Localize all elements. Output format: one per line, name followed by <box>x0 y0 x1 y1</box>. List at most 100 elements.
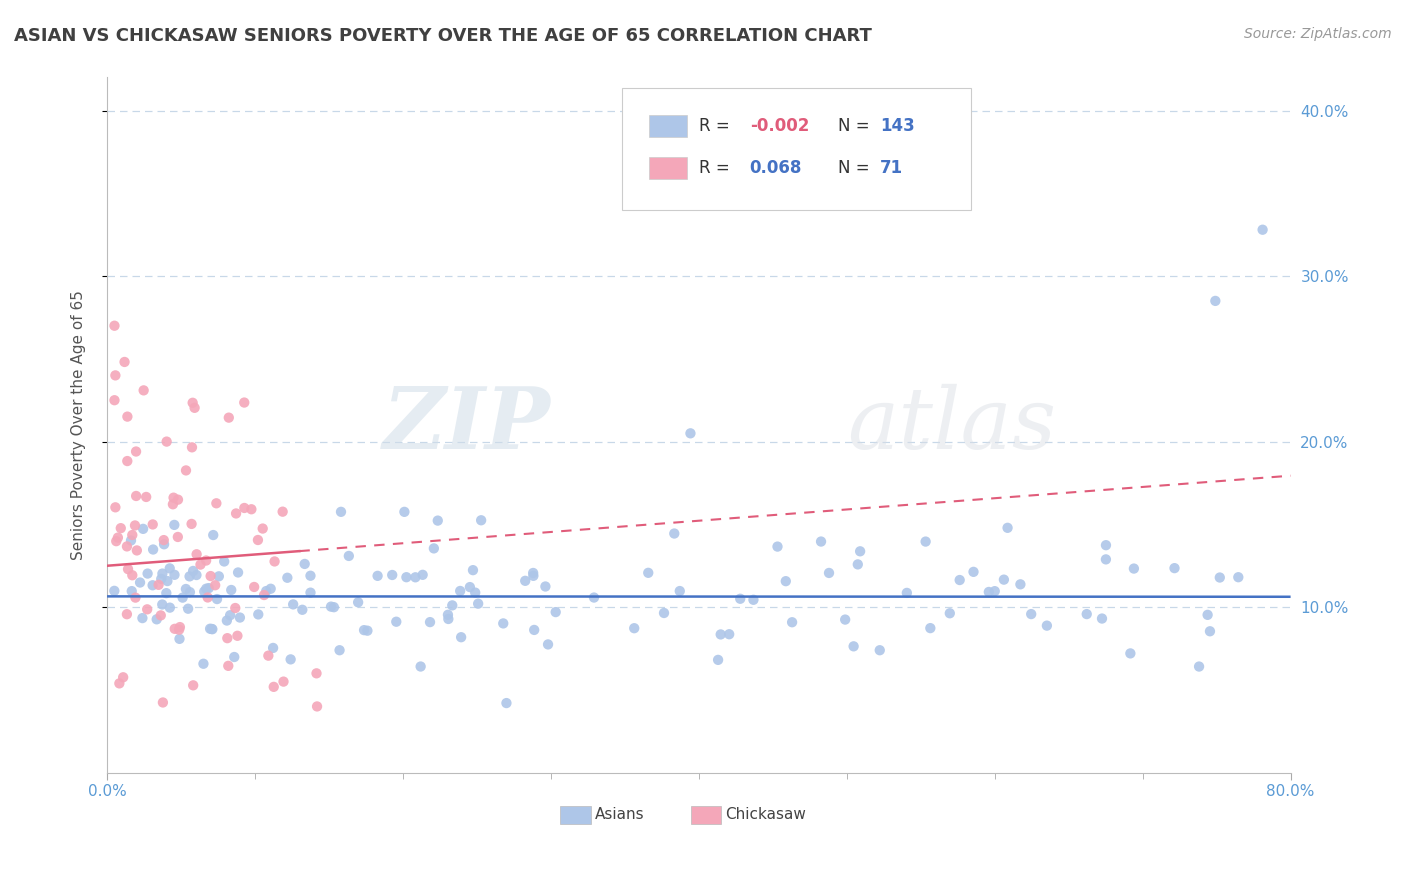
Point <box>179 585 201 599</box>
Point <box>229 610 252 624</box>
Point <box>1091 611 1114 625</box>
Point <box>117 409 139 424</box>
Point <box>914 534 936 549</box>
Point <box>260 582 283 596</box>
Point <box>495 696 517 710</box>
Point <box>163 622 186 636</box>
Point <box>623 621 645 635</box>
Point <box>205 592 228 607</box>
Text: atlas: atlas <box>846 384 1056 467</box>
Point <box>153 537 176 551</box>
Point <box>461 563 484 577</box>
Point <box>1209 570 1232 584</box>
Point <box>939 607 962 621</box>
Point <box>347 595 370 609</box>
Point <box>319 599 342 614</box>
Point <box>664 526 686 541</box>
Point <box>148 578 170 592</box>
Point <box>156 574 179 588</box>
Point <box>247 607 270 622</box>
Point <box>112 670 135 684</box>
Point <box>149 608 172 623</box>
Point <box>1163 561 1185 575</box>
Point <box>117 454 139 468</box>
Point <box>224 601 246 615</box>
Point <box>962 565 984 579</box>
Point <box>299 585 322 599</box>
Text: ASIAN VS CHICKASAW SENIORS POVERTY OVER THE AGE OF 65 CORRELATION CHART: ASIAN VS CHICKASAW SENIORS POVERTY OVER … <box>14 27 872 45</box>
Point <box>246 533 269 547</box>
Point <box>105 534 128 549</box>
Point <box>208 569 231 583</box>
Point <box>710 627 733 641</box>
Point <box>201 622 224 636</box>
Point <box>252 522 274 536</box>
Point <box>124 591 146 605</box>
Point <box>1227 570 1250 584</box>
Text: 0.068: 0.068 <box>749 159 801 177</box>
Point <box>437 607 460 622</box>
FancyBboxPatch shape <box>650 157 688 179</box>
Point <box>1010 577 1032 591</box>
Point <box>181 678 204 692</box>
Point <box>810 534 832 549</box>
Point <box>1204 293 1226 308</box>
Point <box>159 600 181 615</box>
Y-axis label: Seniors Poverty Over the Age of 65: Seniors Poverty Over the Age of 65 <box>72 290 86 560</box>
Point <box>177 601 200 615</box>
Point <box>193 584 215 599</box>
Point <box>253 588 276 602</box>
Point <box>162 497 184 511</box>
FancyBboxPatch shape <box>650 115 688 137</box>
Point <box>470 513 492 527</box>
Point <box>450 630 472 644</box>
Text: -0.002: -0.002 <box>749 117 808 135</box>
Point <box>1199 624 1222 639</box>
Point <box>104 368 127 383</box>
Point <box>103 583 125 598</box>
Point <box>226 566 249 580</box>
Point <box>441 599 464 613</box>
Point <box>977 585 1000 599</box>
Point <box>1095 538 1118 552</box>
Point <box>718 627 741 641</box>
Point <box>263 680 285 694</box>
Point <box>152 533 174 547</box>
Point <box>668 584 690 599</box>
Point <box>294 557 316 571</box>
Point <box>183 401 205 415</box>
Point <box>233 500 256 515</box>
Point <box>544 605 567 619</box>
Point <box>834 613 856 627</box>
Point <box>167 492 190 507</box>
Point <box>305 666 328 681</box>
Point <box>254 584 277 599</box>
Text: ZIP: ZIP <box>382 384 551 467</box>
Point <box>404 570 426 584</box>
Point <box>240 502 263 516</box>
Point <box>217 631 239 645</box>
Point <box>152 696 174 710</box>
Text: N =: N = <box>838 117 876 135</box>
Point <box>1122 561 1144 575</box>
Point <box>1019 607 1042 621</box>
Text: Source: ZipAtlas.com: Source: ZipAtlas.com <box>1244 27 1392 41</box>
Point <box>356 624 378 638</box>
Point <box>195 553 218 567</box>
Point <box>896 586 918 600</box>
FancyBboxPatch shape <box>621 88 972 210</box>
Point <box>257 648 280 663</box>
Point <box>125 489 148 503</box>
Point <box>367 569 389 583</box>
Point <box>135 490 157 504</box>
Point <box>205 496 228 510</box>
Point <box>180 516 202 531</box>
Point <box>1188 659 1211 673</box>
FancyBboxPatch shape <box>561 806 591 824</box>
Point <box>330 505 353 519</box>
Point <box>707 653 730 667</box>
Point <box>419 615 441 629</box>
Point <box>179 569 201 583</box>
Point <box>198 622 221 636</box>
Point <box>426 514 449 528</box>
